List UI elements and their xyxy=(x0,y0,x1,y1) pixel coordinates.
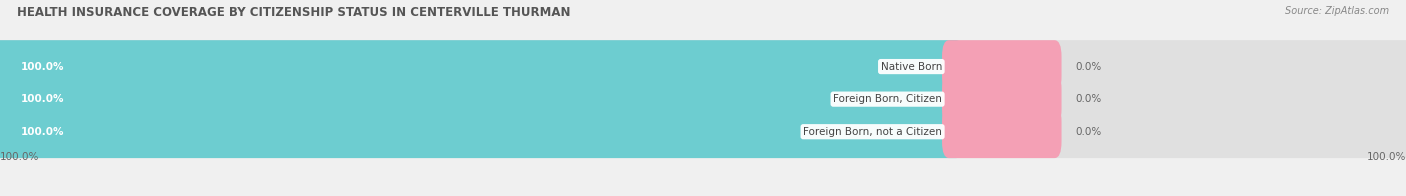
FancyBboxPatch shape xyxy=(0,40,1406,93)
Text: Foreign Born, not a Citizen: Foreign Born, not a Citizen xyxy=(803,127,942,137)
FancyBboxPatch shape xyxy=(942,40,1062,93)
Text: 100.0%: 100.0% xyxy=(1367,152,1406,162)
Text: 100.0%: 100.0% xyxy=(21,127,65,137)
Text: 0.0%: 0.0% xyxy=(1076,127,1102,137)
Text: Native Born: Native Born xyxy=(880,62,942,72)
Text: HEALTH INSURANCE COVERAGE BY CITIZENSHIP STATUS IN CENTERVILLE THURMAN: HEALTH INSURANCE COVERAGE BY CITIZENSHIP… xyxy=(17,6,571,19)
Text: 100.0%: 100.0% xyxy=(0,152,39,162)
FancyBboxPatch shape xyxy=(0,105,1406,158)
Text: 0.0%: 0.0% xyxy=(1076,62,1102,72)
FancyBboxPatch shape xyxy=(0,40,963,93)
FancyBboxPatch shape xyxy=(0,73,1406,125)
FancyBboxPatch shape xyxy=(942,105,1062,158)
Text: Source: ZipAtlas.com: Source: ZipAtlas.com xyxy=(1285,6,1389,16)
Text: 100.0%: 100.0% xyxy=(21,94,65,104)
FancyBboxPatch shape xyxy=(0,105,963,158)
FancyBboxPatch shape xyxy=(942,73,1062,125)
Text: 0.0%: 0.0% xyxy=(1076,94,1102,104)
Text: 100.0%: 100.0% xyxy=(21,62,65,72)
Text: Foreign Born, Citizen: Foreign Born, Citizen xyxy=(834,94,942,104)
FancyBboxPatch shape xyxy=(0,73,963,125)
